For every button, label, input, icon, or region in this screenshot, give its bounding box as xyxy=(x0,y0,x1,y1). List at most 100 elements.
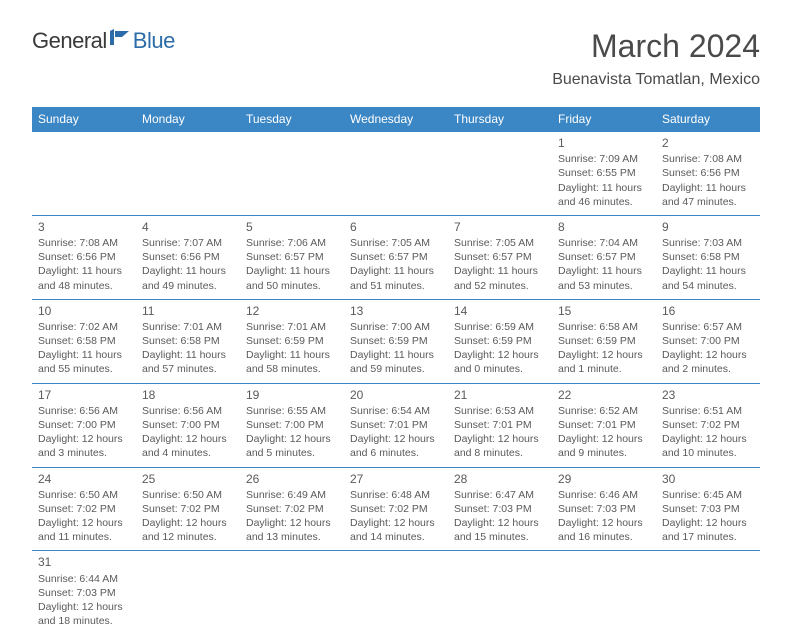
day-header: Saturday xyxy=(656,107,760,132)
daylight-text: Daylight: 12 hours xyxy=(350,432,442,446)
calendar-cell: 28Sunrise: 6:47 AMSunset: 7:03 PMDayligh… xyxy=(448,467,552,551)
daylight-text: and 0 minutes. xyxy=(454,362,546,376)
daylight-text: and 54 minutes. xyxy=(662,279,754,293)
sunrise-text: Sunrise: 7:00 AM xyxy=(350,320,442,334)
sunset-text: Sunset: 7:01 PM xyxy=(454,418,546,432)
daylight-text: and 55 minutes. xyxy=(38,362,130,376)
sunset-text: Sunset: 7:00 PM xyxy=(662,334,754,348)
day-number: 26 xyxy=(246,471,338,487)
daylight-text: and 15 minutes. xyxy=(454,530,546,544)
brand-part2: Blue xyxy=(133,28,175,54)
daylight-text: and 52 minutes. xyxy=(454,279,546,293)
daylight-text: Daylight: 12 hours xyxy=(454,432,546,446)
daylight-text: and 11 minutes. xyxy=(38,530,130,544)
daylight-text: and 5 minutes. xyxy=(246,446,338,460)
daylight-text: Daylight: 12 hours xyxy=(558,432,650,446)
sunset-text: Sunset: 7:00 PM xyxy=(142,418,234,432)
sunrise-text: Sunrise: 6:45 AM xyxy=(662,488,754,502)
sunset-text: Sunset: 7:00 PM xyxy=(38,418,130,432)
calendar-cell xyxy=(448,132,552,216)
calendar-cell: 1Sunrise: 7:09 AMSunset: 6:55 PMDaylight… xyxy=(552,132,656,216)
calendar-cell xyxy=(32,132,136,216)
calendar-row: 1Sunrise: 7:09 AMSunset: 6:55 PMDaylight… xyxy=(32,132,760,216)
daylight-text: Daylight: 11 hours xyxy=(38,348,130,362)
sunset-text: Sunset: 6:56 PM xyxy=(662,166,754,180)
calendar-cell: 13Sunrise: 7:00 AMSunset: 6:59 PMDayligh… xyxy=(344,299,448,383)
sunrise-text: Sunrise: 7:01 AM xyxy=(246,320,338,334)
day-number: 7 xyxy=(454,219,546,235)
calendar-cell xyxy=(136,551,240,634)
sunset-text: Sunset: 7:01 PM xyxy=(558,418,650,432)
day-number: 21 xyxy=(454,387,546,403)
daylight-text: and 17 minutes. xyxy=(662,530,754,544)
sunrise-text: Sunrise: 7:08 AM xyxy=(38,236,130,250)
sunset-text: Sunset: 7:02 PM xyxy=(350,502,442,516)
calendar-cell xyxy=(240,132,344,216)
sunrise-text: Sunrise: 6:46 AM xyxy=(558,488,650,502)
daylight-text: Daylight: 11 hours xyxy=(558,264,650,278)
calendar-cell: 4Sunrise: 7:07 AMSunset: 6:56 PMDaylight… xyxy=(136,215,240,299)
calendar-cell: 20Sunrise: 6:54 AMSunset: 7:01 PMDayligh… xyxy=(344,383,448,467)
daylight-text: and 46 minutes. xyxy=(558,195,650,209)
day-number: 19 xyxy=(246,387,338,403)
sunset-text: Sunset: 6:55 PM xyxy=(558,166,650,180)
sunrise-text: Sunrise: 7:01 AM xyxy=(142,320,234,334)
location-label: Buenavista Tomatlan, Mexico xyxy=(552,71,760,89)
daylight-text: and 2 minutes. xyxy=(662,362,754,376)
sunset-text: Sunset: 7:03 PM xyxy=(662,502,754,516)
day-number: 1 xyxy=(558,135,650,151)
daylight-text: Daylight: 12 hours xyxy=(142,432,234,446)
daylight-text: and 16 minutes. xyxy=(558,530,650,544)
daylight-text: Daylight: 12 hours xyxy=(246,516,338,530)
sunrise-text: Sunrise: 6:48 AM xyxy=(350,488,442,502)
sunset-text: Sunset: 6:59 PM xyxy=(558,334,650,348)
calendar-cell xyxy=(448,551,552,634)
sunrise-text: Sunrise: 6:54 AM xyxy=(350,404,442,418)
calendar-cell: 30Sunrise: 6:45 AMSunset: 7:03 PMDayligh… xyxy=(656,467,760,551)
calendar-row: 31Sunrise: 6:44 AMSunset: 7:03 PMDayligh… xyxy=(32,551,760,634)
sunset-text: Sunset: 7:02 PM xyxy=(246,502,338,516)
sunrise-text: Sunrise: 6:55 AM xyxy=(246,404,338,418)
sunrise-text: Sunrise: 7:06 AM xyxy=(246,236,338,250)
sunrise-text: Sunrise: 6:56 AM xyxy=(38,404,130,418)
sunrise-text: Sunrise: 6:51 AM xyxy=(662,404,754,418)
calendar-cell: 11Sunrise: 7:01 AMSunset: 6:58 PMDayligh… xyxy=(136,299,240,383)
sunset-text: Sunset: 6:57 PM xyxy=(454,250,546,264)
calendar-cell: 17Sunrise: 6:56 AMSunset: 7:00 PMDayligh… xyxy=(32,383,136,467)
daylight-text: Daylight: 12 hours xyxy=(662,516,754,530)
sunset-text: Sunset: 7:03 PM xyxy=(558,502,650,516)
day-number: 16 xyxy=(662,303,754,319)
sunrise-text: Sunrise: 6:56 AM xyxy=(142,404,234,418)
day-number: 12 xyxy=(246,303,338,319)
daylight-text: Daylight: 12 hours xyxy=(558,348,650,362)
calendar-cell: 15Sunrise: 6:58 AMSunset: 6:59 PMDayligh… xyxy=(552,299,656,383)
daylight-text: Daylight: 12 hours xyxy=(350,516,442,530)
daylight-text: Daylight: 11 hours xyxy=(38,264,130,278)
daylight-text: and 3 minutes. xyxy=(38,446,130,460)
calendar-row: 3Sunrise: 7:08 AMSunset: 6:56 PMDaylight… xyxy=(32,215,760,299)
day-number: 15 xyxy=(558,303,650,319)
sunset-text: Sunset: 6:58 PM xyxy=(142,334,234,348)
daylight-text: Daylight: 11 hours xyxy=(558,181,650,195)
sunrise-text: Sunrise: 6:58 AM xyxy=(558,320,650,334)
day-number: 8 xyxy=(558,219,650,235)
calendar-cell: 27Sunrise: 6:48 AMSunset: 7:02 PMDayligh… xyxy=(344,467,448,551)
sunset-text: Sunset: 6:58 PM xyxy=(38,334,130,348)
daylight-text: Daylight: 11 hours xyxy=(662,264,754,278)
daylight-text: Daylight: 12 hours xyxy=(142,516,234,530)
day-number: 11 xyxy=(142,303,234,319)
day-header: Sunday xyxy=(32,107,136,132)
calendar-cell: 23Sunrise: 6:51 AMSunset: 7:02 PMDayligh… xyxy=(656,383,760,467)
sunrise-text: Sunrise: 7:05 AM xyxy=(454,236,546,250)
daylight-text: and 58 minutes. xyxy=(246,362,338,376)
day-number: 13 xyxy=(350,303,442,319)
sunset-text: Sunset: 6:57 PM xyxy=(246,250,338,264)
daylight-text: and 6 minutes. xyxy=(350,446,442,460)
brand-logo: General Blue xyxy=(32,28,175,54)
header: General Blue March 2024 Buenavista Tomat… xyxy=(0,0,792,99)
sunset-text: Sunset: 6:57 PM xyxy=(350,250,442,264)
page-title: March 2024 xyxy=(552,28,760,65)
calendar-cell xyxy=(656,551,760,634)
sunrise-text: Sunrise: 6:57 AM xyxy=(662,320,754,334)
daylight-text: and 59 minutes. xyxy=(350,362,442,376)
